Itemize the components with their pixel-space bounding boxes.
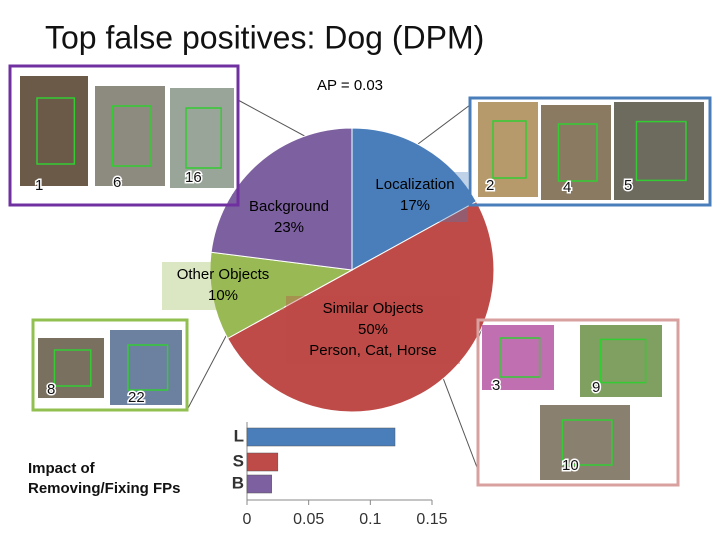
detection-box: [36, 97, 76, 165]
connector: [237, 99, 313, 141]
thumbnail: [614, 102, 704, 200]
thumbnail: [540, 405, 630, 480]
y-tick-label: S: [233, 451, 244, 470]
connector: [439, 369, 479, 471]
group-frame: [476, 318, 680, 487]
bar: [246, 452, 279, 472]
thumbnail: [478, 102, 538, 197]
rank-label: 2: [486, 177, 494, 194]
bar-chart-title: Impact of Removing/Fixing FPs: [28, 460, 181, 497]
group-frame: [8, 64, 240, 207]
x-tick-label: 0.15: [416, 511, 447, 528]
x-tick-label: 0.1: [359, 511, 381, 528]
rank-label: 3: [492, 377, 500, 394]
detection-box: [561, 419, 613, 466]
x-tick-label: 0: [243, 511, 252, 528]
rank-label: 22: [128, 389, 145, 406]
pie-slice: [210, 127, 353, 271]
slice-value-label: 10%: [208, 287, 238, 304]
y-tick-label: B: [232, 473, 244, 492]
slice-value-label: 50%: [358, 321, 388, 338]
rank-label: 1: [35, 177, 43, 194]
rank-label: 16: [185, 169, 202, 186]
slice-label-bg: [162, 262, 284, 310]
detection-box: [635, 120, 687, 182]
connector: [409, 104, 471, 151]
thumbnail: [482, 325, 554, 390]
rank-label: 4: [563, 179, 571, 196]
slice-label: Other Objects: [177, 266, 270, 283]
slice-label: Background: [249, 198, 329, 215]
rank-label: 5: [624, 177, 632, 194]
pie: AP = 0.03 Localization 17% Similar Objects 5…: [162, 77, 495, 413]
detection-box: [599, 338, 647, 384]
group-frame: [31, 318, 189, 412]
slice-label-bg: [362, 172, 468, 222]
rank-label: 10: [562, 457, 579, 474]
rank-label: 8: [47, 381, 55, 398]
thumbnail: [110, 330, 182, 405]
slice-label-bg: [286, 296, 460, 364]
thumbnail: [20, 76, 88, 186]
bar: [246, 474, 272, 494]
image-group: 3 9 10: [476, 318, 680, 487]
thumbnail: [95, 86, 165, 186]
thumbnail: [541, 105, 611, 200]
bar: [246, 427, 396, 447]
pie-annotation: AP = 0.03: [317, 77, 383, 94]
detection-box: [127, 344, 169, 391]
thumbnail: [580, 325, 662, 397]
detection-box: [492, 120, 527, 179]
pie-slice: [226, 200, 495, 413]
detection-box: [557, 123, 598, 182]
slice-label: Similar Objects: [323, 300, 424, 317]
image-group: 2 4 5: [468, 96, 712, 207]
image-group: 8 22: [31, 318, 189, 412]
slice-detail: Person, Cat, Horse: [309, 342, 437, 359]
y-tick-label: L: [234, 426, 244, 445]
detection-box: [53, 349, 92, 387]
detection-box: [111, 105, 152, 167]
slice-label: Localization: [375, 176, 454, 193]
slice-value-label: 23%: [274, 219, 304, 236]
bar-chart: 0 0.05 0.1 0.15 LSB: [232, 422, 448, 528]
thumbnail: [170, 88, 234, 188]
group-frame: [468, 96, 712, 207]
rank-label: 9: [592, 379, 600, 396]
slice-value-label: 17%: [400, 197, 430, 214]
image-group: 1 6 16: [8, 64, 240, 207]
detection-box: [185, 107, 222, 169]
pie-slice: [209, 251, 354, 340]
detection-box: [499, 337, 541, 378]
thumbnail: [38, 338, 104, 398]
slide-title: Top false positives: Dog (DPM): [45, 19, 484, 55]
slice-label-bg: [232, 194, 346, 244]
rank-label: 6: [113, 174, 121, 191]
x-tick-label: 0.05: [293, 511, 324, 528]
